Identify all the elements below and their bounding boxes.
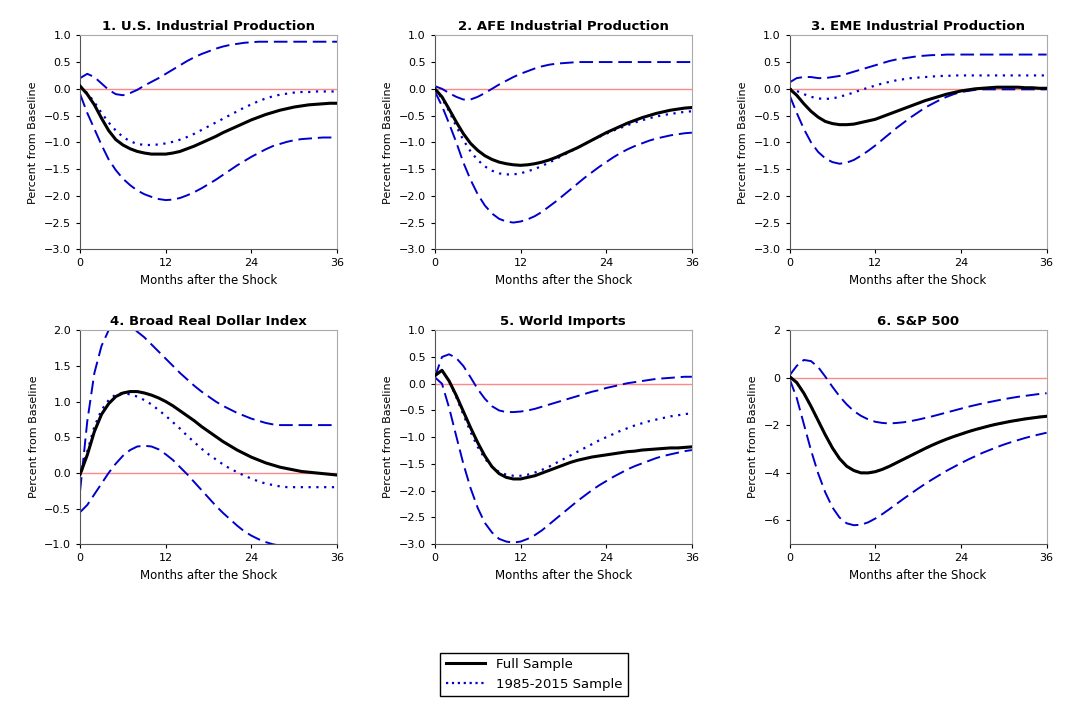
Y-axis label: Percent from Baseline: Percent from Baseline — [749, 376, 758, 498]
Title: 3. EME Industrial Production: 3. EME Industrial Production — [811, 20, 1025, 32]
Title: 1. U.S. Industrial Production: 1. U.S. Industrial Production — [103, 20, 315, 32]
Title: 5. World Imports: 5. World Imports — [501, 315, 626, 328]
Title: 4. Broad Real Dollar Index: 4. Broad Real Dollar Index — [110, 315, 307, 328]
Title: 6. S&P 500: 6. S&P 500 — [877, 315, 959, 328]
X-axis label: Months after the Shock: Months after the Shock — [494, 274, 632, 287]
X-axis label: Months after the Shock: Months after the Shock — [494, 569, 632, 582]
Y-axis label: Percent from Baseline: Percent from Baseline — [383, 81, 393, 203]
X-axis label: Months after the Shock: Months after the Shock — [849, 274, 987, 287]
Title: 2. AFE Industrial Production: 2. AFE Industrial Production — [458, 20, 669, 32]
Y-axis label: Percent from Baseline: Percent from Baseline — [738, 81, 748, 203]
X-axis label: Months after the Shock: Months after the Shock — [140, 274, 278, 287]
Y-axis label: Percent from Baseline: Percent from Baseline — [29, 376, 38, 498]
Y-axis label: Percent from Baseline: Percent from Baseline — [383, 376, 393, 498]
Y-axis label: Percent from Baseline: Percent from Baseline — [29, 81, 38, 203]
X-axis label: Months after the Shock: Months after the Shock — [849, 569, 987, 582]
Legend: Full Sample, 1985-2015 Sample: Full Sample, 1985-2015 Sample — [440, 653, 628, 696]
X-axis label: Months after the Shock: Months after the Shock — [140, 569, 278, 582]
